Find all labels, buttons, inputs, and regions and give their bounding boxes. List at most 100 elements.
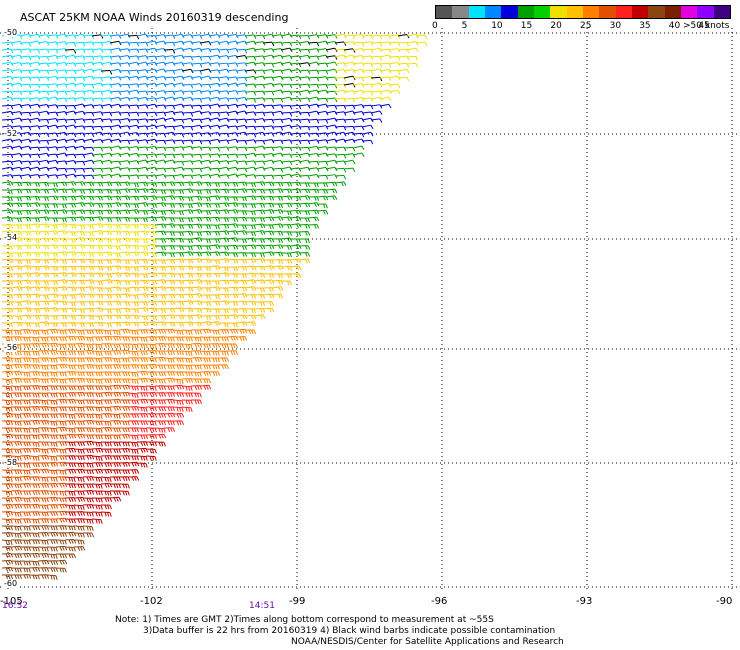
wind-barb xyxy=(1,441,14,447)
wind-barb xyxy=(379,96,392,102)
wind-barb xyxy=(361,131,374,137)
wind-barb xyxy=(19,427,31,433)
wind-barb xyxy=(271,83,284,88)
wind-barb xyxy=(181,300,194,305)
wind-barb xyxy=(64,335,77,341)
wind-barb xyxy=(181,251,194,257)
wind-barb xyxy=(262,224,275,230)
wind-barb xyxy=(37,357,50,363)
wind-barb xyxy=(172,217,184,223)
wind-barb xyxy=(127,160,140,165)
wind-barb xyxy=(118,125,131,130)
wind-barb xyxy=(190,293,203,298)
wind-barb xyxy=(100,448,112,454)
wind-barb xyxy=(82,413,94,419)
wind-barb xyxy=(64,406,76,412)
wind-barb xyxy=(154,343,167,348)
wind-barb xyxy=(10,518,22,524)
wind-barb xyxy=(19,560,31,566)
wind-barb xyxy=(28,202,41,208)
wind-barb xyxy=(226,103,239,109)
wind-barb xyxy=(73,539,85,545)
wind-barb xyxy=(181,238,193,244)
wind-barb xyxy=(28,419,41,425)
wind-barb xyxy=(118,301,131,307)
wind-barb xyxy=(73,385,85,391)
wind-barb xyxy=(1,202,14,208)
wind-barb xyxy=(46,188,59,194)
wind-barb xyxy=(37,364,49,370)
wind-barb xyxy=(172,111,185,116)
wind-barb xyxy=(217,160,230,165)
wind-barb xyxy=(127,61,140,66)
wind-barb xyxy=(82,399,94,405)
wind-barb xyxy=(37,567,50,572)
wind-barb xyxy=(55,503,68,509)
wind-barb xyxy=(172,392,185,398)
wind-barb xyxy=(217,272,230,278)
wind-barb xyxy=(163,371,176,376)
wind-barb xyxy=(46,357,58,363)
wind-barb xyxy=(82,349,95,355)
map-title: ASCAT 25KM NOAA Winds 20160319 descendin… xyxy=(20,11,289,24)
wind-barb xyxy=(262,209,275,215)
wind-barb xyxy=(10,139,23,144)
wind-barb xyxy=(217,300,230,306)
wind-barb xyxy=(406,55,419,61)
wind-barb xyxy=(109,490,122,496)
wind-barb xyxy=(298,217,310,223)
wind-barb xyxy=(226,293,239,299)
wind-barb xyxy=(82,343,94,349)
wind-barb xyxy=(10,252,23,258)
wind-barb xyxy=(55,286,68,292)
wind-barb xyxy=(109,378,121,384)
wind-barb xyxy=(262,251,275,257)
wind-barb xyxy=(154,328,167,334)
wind-barb xyxy=(226,343,238,349)
wind-barb xyxy=(100,76,113,81)
wind-barb xyxy=(208,62,221,67)
wind-barb xyxy=(1,427,13,433)
wind-barb xyxy=(190,160,203,165)
wind-barb xyxy=(226,69,239,74)
wind-barb xyxy=(154,336,167,342)
wind-barb xyxy=(1,125,14,130)
wind-barb xyxy=(28,223,41,229)
wind-barb xyxy=(28,455,40,461)
wind-barb xyxy=(55,371,67,377)
wind-barb xyxy=(109,434,121,440)
wind-barb xyxy=(91,497,103,503)
wind-barb xyxy=(1,433,14,439)
wind-barb xyxy=(253,287,265,293)
wind-barb xyxy=(28,560,40,566)
wind-barb xyxy=(145,434,158,439)
wind-barb xyxy=(55,343,67,349)
wind-barb xyxy=(73,377,86,383)
wind-barb xyxy=(28,61,41,66)
wind-barb xyxy=(10,217,22,223)
colorbar-swatch xyxy=(452,6,469,18)
wind-barb xyxy=(37,336,49,342)
wind-barb xyxy=(82,454,95,460)
wind-barb xyxy=(28,342,41,348)
wind-barb xyxy=(19,490,31,496)
wind-barb xyxy=(190,336,202,342)
wind-barb xyxy=(253,118,266,123)
wind-barb xyxy=(217,308,229,314)
wind-barbs xyxy=(1,33,428,580)
wind-barb xyxy=(154,55,167,60)
wind-barb xyxy=(46,496,59,502)
wind-barb xyxy=(370,110,383,115)
wind-barb xyxy=(100,434,112,440)
wind-barb xyxy=(1,518,13,524)
wind-barb xyxy=(316,48,329,53)
wind-barb xyxy=(109,343,121,349)
wind-barb xyxy=(37,329,49,335)
wind-barb xyxy=(199,33,212,39)
wind-barb xyxy=(181,385,193,391)
time-label-start: 16:32 xyxy=(2,601,28,611)
wind-barb xyxy=(280,210,292,216)
wind-barb xyxy=(55,230,68,236)
wind-barb xyxy=(181,378,194,383)
wind-barb xyxy=(262,54,275,59)
